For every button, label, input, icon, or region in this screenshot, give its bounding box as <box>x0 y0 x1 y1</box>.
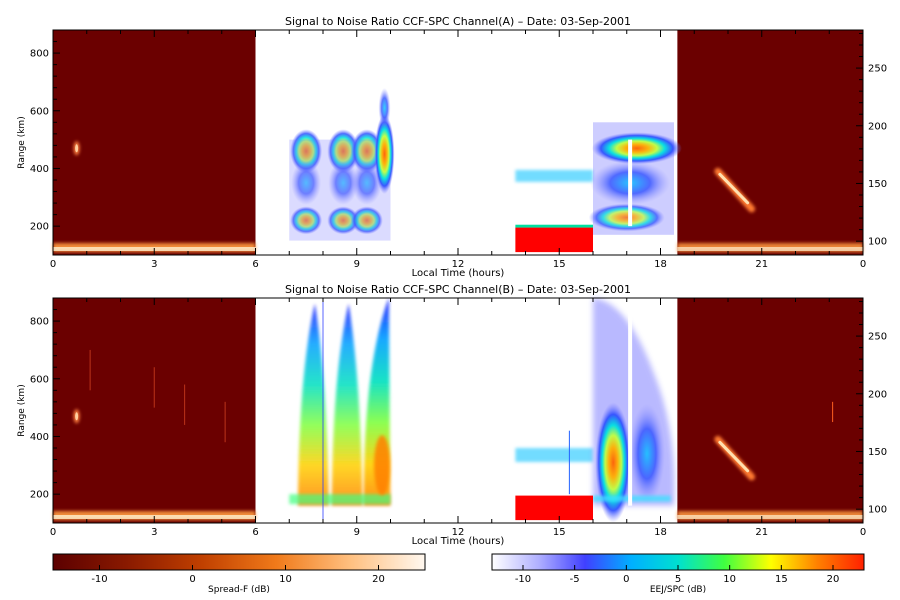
x-tick-label: 9 <box>354 259 360 270</box>
data-gap <box>628 139 633 227</box>
panel-0-spreadf-right <box>677 30 863 255</box>
panel-0-spreadf-left <box>53 30 256 255</box>
echo-red-block <box>515 227 593 253</box>
panel-1-sf-band-right-core <box>677 515 863 519</box>
colorbar-tick-label: -10 <box>515 574 531 585</box>
echo-blob <box>291 160 322 205</box>
y-tick-label-left: 600 <box>30 106 49 117</box>
y-tick-label-left: 600 <box>30 374 49 385</box>
colorbar-tick-label: 20 <box>372 574 385 585</box>
panel-1-spreadf-right <box>677 298 863 523</box>
x-tick-label: 21 <box>755 527 768 538</box>
echo-blob <box>290 129 323 174</box>
x-tick-label: 18 <box>654 259 667 270</box>
colorbar-0-label: Spread-F (dB) <box>208 585 270 595</box>
y-tick-label-right: 200 <box>868 389 887 400</box>
echo-blob <box>350 206 383 235</box>
colorbar-tick-label: -5 <box>570 574 580 585</box>
echo-blob <box>591 132 682 165</box>
x-tick-label: 6 <box>252 259 258 270</box>
x-tick-label: 18 <box>654 527 667 538</box>
x-tick-label: 15 <box>553 527 566 538</box>
panel-1-spreadf-left <box>53 298 256 523</box>
x-tick-label: 3 <box>151 259 157 270</box>
x-tick-label: 3 <box>151 527 157 538</box>
echo-blob <box>629 403 665 504</box>
colorbar-tick-label: 15 <box>775 574 788 585</box>
panel-0-sf-band-right-core <box>677 247 863 251</box>
colorbar-tick-label: 10 <box>279 574 292 585</box>
y-tick-label-left: 800 <box>30 317 49 328</box>
echo-blob <box>374 435 391 496</box>
x-tick-label: 0 <box>860 527 866 538</box>
colorbar-0 <box>52 553 426 571</box>
x-tick-label: 12 <box>452 527 465 538</box>
colorbar-tick-label: 0 <box>189 574 195 585</box>
panel-0-ylabel: Range (km) <box>17 116 27 168</box>
y-tick-label-right: 150 <box>868 179 887 190</box>
colorbar-tick-label: 0 <box>623 574 629 585</box>
panel-1-sf-spot-core <box>75 412 79 421</box>
echo-blob <box>290 206 323 235</box>
colorbar-tick-label: 10 <box>723 574 736 585</box>
echo-blob <box>328 160 359 205</box>
x-tick-label: 12 <box>452 259 465 270</box>
echo-band <box>515 448 593 462</box>
colorbar-tick-label: 20 <box>827 574 840 585</box>
colorbar-tick-label: -10 <box>91 574 107 585</box>
colorbar-tick-label: 5 <box>675 574 681 585</box>
echo-blob <box>327 129 360 174</box>
echo-blob <box>378 87 391 128</box>
data-gap <box>628 298 633 506</box>
y-tick-label-left: 200 <box>30 222 49 233</box>
y-tick-label-right: 200 <box>868 121 887 132</box>
echo-plume <box>331 303 363 506</box>
y-tick-label-right: 250 <box>868 64 887 75</box>
y-tick-label-left: 200 <box>30 490 49 501</box>
echo-blob <box>588 203 665 232</box>
echo-band <box>289 494 391 505</box>
echo-red-block <box>515 495 593 521</box>
x-tick-label: 6 <box>252 527 258 538</box>
panel-0-title: Signal to Noise Ratio CCF-SPC Channel(A)… <box>285 15 631 28</box>
echo-haze <box>289 139 391 241</box>
y-tick-label-left: 800 <box>30 49 49 60</box>
panel-0-xlabel: Local Time (hours) <box>412 268 505 279</box>
echo-plume <box>297 303 329 506</box>
panel-0-sf-spot-core <box>75 144 79 153</box>
panel-0-sf-streak-core <box>718 172 750 205</box>
x-tick-label: 0 <box>50 259 56 270</box>
echo-blob <box>351 160 382 205</box>
echo-blob <box>327 206 360 235</box>
x-tick-label: 0 <box>860 259 866 270</box>
x-tick-label: 15 <box>553 259 566 270</box>
panel-1-xlabel: Local Time (hours) <box>412 536 505 547</box>
panel-1-sf-streak-core <box>718 440 750 473</box>
y-tick-label-right: 250 <box>868 332 887 343</box>
y-tick-label-left: 400 <box>30 432 49 443</box>
colorbar-1-label: EEJ/SPC (dB) <box>650 585 706 595</box>
x-tick-label: 0 <box>50 527 56 538</box>
y-tick-label-right: 100 <box>868 237 887 248</box>
echo-band <box>515 169 593 182</box>
panel-1-ylabel: Range (km) <box>17 384 27 436</box>
panel-1-title: Signal to Noise Ratio CCF-SPC Channel(B)… <box>285 283 631 296</box>
panel-0-eej-echoes <box>289 87 682 253</box>
y-tick-label-left: 400 <box>30 164 49 175</box>
x-tick-label: 9 <box>354 527 360 538</box>
x-tick-label: 21 <box>755 259 768 270</box>
echo-blob <box>374 114 395 195</box>
y-tick-label-right: 150 <box>868 447 887 458</box>
panel-1-eej-echoes <box>289 298 675 523</box>
echo-line <box>515 224 593 228</box>
echo-blob <box>595 402 632 523</box>
y-tick-label-right: 100 <box>868 505 887 516</box>
